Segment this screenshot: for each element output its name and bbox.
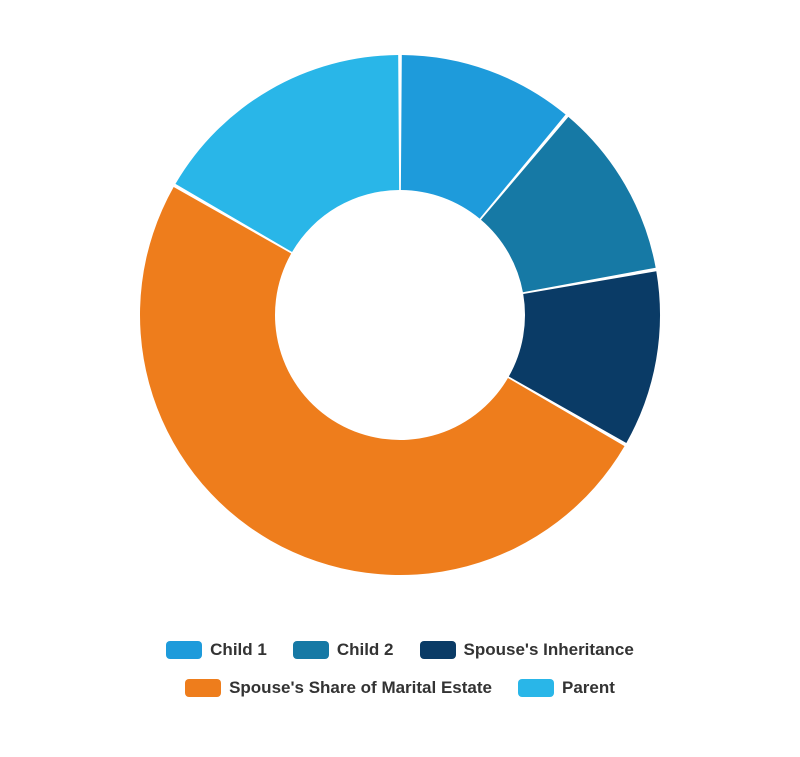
legend-item[interactable]: Child 1	[166, 640, 267, 660]
chart-legend: Child 1 Child 2 Spouse's Inheritance Spouse…	[80, 640, 720, 698]
donut-chart	[120, 35, 680, 595]
legend-swatch	[293, 641, 329, 659]
legend-swatch	[166, 641, 202, 659]
legend-swatch	[518, 679, 554, 697]
legend-item[interactable]: Child 2	[293, 640, 394, 660]
legend-item[interactable]: Spouse's Inheritance	[420, 640, 634, 660]
donut-chart-svg	[120, 35, 680, 595]
legend-item[interactable]: Spouse's Share of Marital Estate	[185, 678, 492, 698]
legend-label: Child 2	[337, 640, 394, 660]
legend-swatch	[185, 679, 221, 697]
legend-label: Spouse's Inheritance	[464, 640, 634, 660]
legend-item[interactable]: Parent	[518, 678, 615, 698]
legend-swatch	[420, 641, 456, 659]
legend-label: Parent	[562, 678, 615, 698]
legend-label: Child 1	[210, 640, 267, 660]
legend-label: Spouse's Share of Marital Estate	[229, 678, 492, 698]
